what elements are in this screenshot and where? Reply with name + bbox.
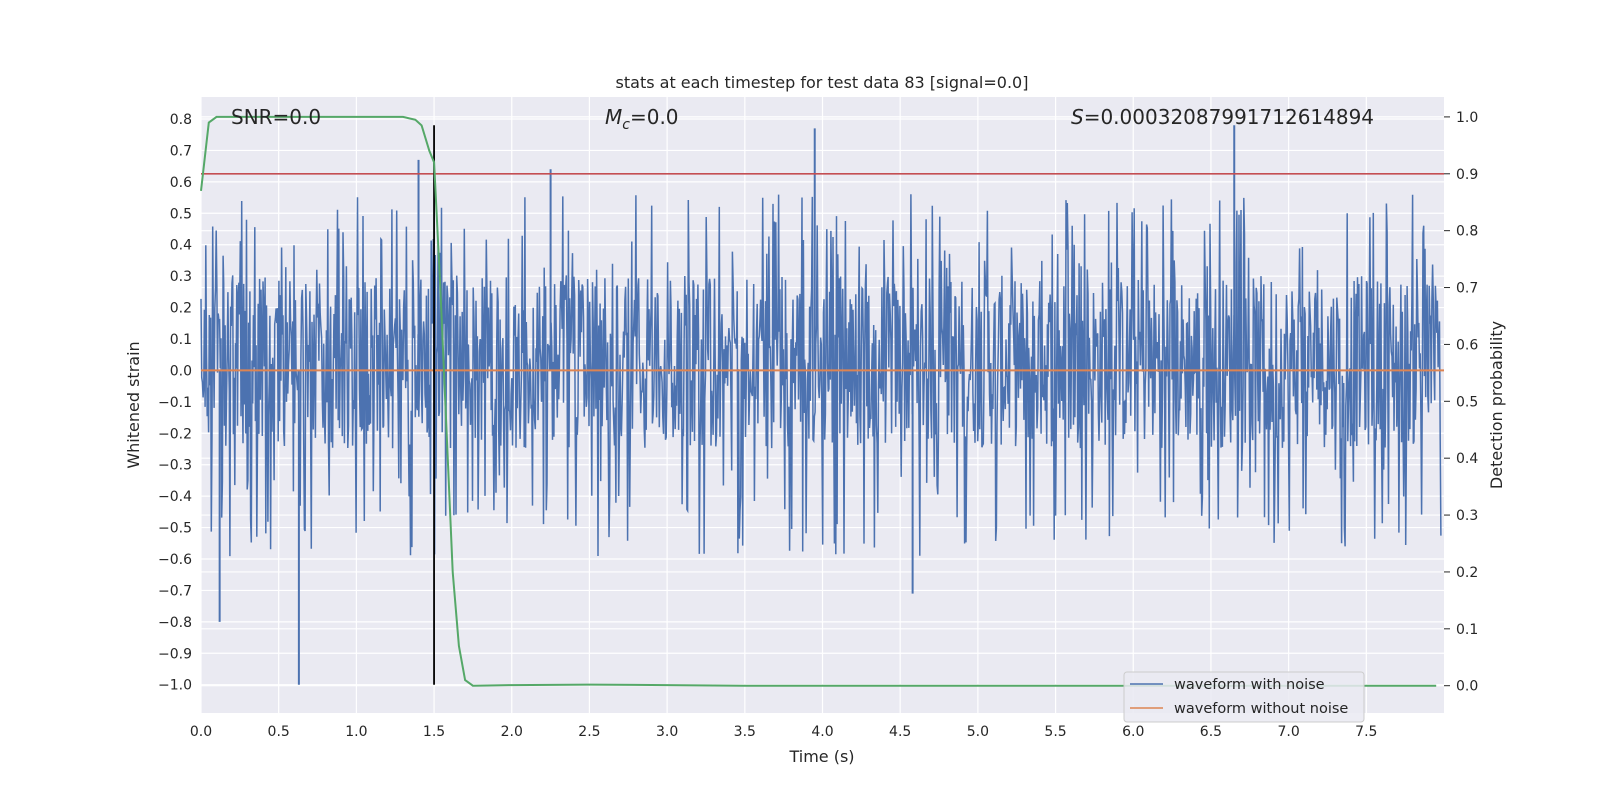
y-tick-label: 0.5 — [170, 206, 192, 222]
y-tick-label: −0.9 — [158, 646, 192, 662]
y2-axis-label: Detection probability — [1487, 321, 1506, 489]
x-tick-label: 2.5 — [578, 724, 600, 740]
x-tick-label: 1.5 — [423, 724, 445, 740]
y-tick-label: −0.7 — [158, 583, 192, 599]
y-tick-label: 0.6 — [170, 175, 192, 191]
y-tick-label: 0.7 — [170, 143, 192, 159]
x-tick-label: 0.0 — [190, 724, 212, 740]
x-tick-label: 2.0 — [501, 724, 523, 740]
chirp-mass-annotation: Mc=0.0 — [605, 105, 679, 133]
series-detection-probability — [200, 115, 1437, 687]
y-tick-label: 0.4 — [170, 238, 192, 254]
x-tick-label: 4.5 — [889, 724, 911, 740]
y-tick-label: 0.8 — [170, 112, 192, 128]
y-tick-labels: 0.8 0.7 0.6 0.5 0.4 0.3 0.2 0.1 0.0 −0.1 −0.2 −0.3 −… — [158, 112, 192, 694]
y-tick-label: 0.0 — [170, 363, 192, 379]
y-tick-label: −0.4 — [158, 489, 192, 505]
y2-tick-label: 0.8 — [1456, 224, 1478, 240]
s-symbol: S — [1071, 105, 1084, 129]
y-tick-label: −0.2 — [158, 426, 192, 442]
y-tick-label: −0.3 — [158, 458, 192, 474]
y2-tick-label: 0.2 — [1456, 565, 1478, 581]
x-tick-label: 4.0 — [811, 724, 833, 740]
y-tick-label: −0.5 — [158, 521, 192, 537]
legend-box — [1123, 671, 1365, 723]
y-axis-label: Whitened strain — [124, 341, 143, 468]
x-tick-label: 7.5 — [1355, 724, 1377, 740]
s-value: =0.00032087991712614894 — [1084, 105, 1374, 129]
s-annotation: S=0.00032087991712614894 — [1071, 105, 1374, 129]
x-tick-labels: 0.0 0.5 1.0 1.5 2.0 2.5 3.0 3.5 4.0 4.5 5.0 5.5 6.0 6… — [190, 724, 1378, 740]
x-tick-label: 0.5 — [268, 724, 290, 740]
snr-annotation: SNR=0.0 — [231, 105, 321, 129]
y2-tick-label: 0.4 — [1456, 451, 1478, 467]
y-tick-label: 0.1 — [170, 332, 192, 348]
y2-tick-label: 0.7 — [1456, 281, 1478, 297]
x-tick-label: 7.0 — [1277, 724, 1299, 740]
y-tick-label: −1.0 — [158, 678, 192, 694]
y2-tick-label: 0.6 — [1456, 337, 1478, 353]
legend: waveform with noise waveform without noi… — [1123, 671, 1365, 723]
y2-tick-label: 0.5 — [1456, 394, 1478, 410]
y-tick-label: 0.2 — [170, 301, 192, 317]
y2-tick-label: 1.0 — [1456, 110, 1478, 126]
legend-label-clean: waveform without noise — [1174, 701, 1348, 717]
y2-tick-label: 0.0 — [1456, 679, 1478, 695]
y2-tick-labels: 1.0 0.9 0.8 0.7 0.6 0.5 0.4 0.3 0.2 0.1 0.0 — [1444, 110, 1478, 695]
x-tick-label: 1.0 — [345, 724, 367, 740]
chirp-mass-value: =0.0 — [630, 105, 679, 129]
x-tick-label: 5.5 — [1044, 724, 1066, 740]
chart-title: stats at each timestep for test data 83 … — [616, 73, 1029, 92]
y-tick-label: −0.6 — [158, 552, 192, 568]
y-tick-label: 0.3 — [170, 269, 192, 285]
x-axis-label: Time (s) — [788, 747, 854, 766]
y2-tick-label: 0.9 — [1456, 167, 1478, 183]
data-layer — [200, 115, 1444, 687]
legend-label-noise: waveform with noise — [1174, 677, 1325, 693]
chirp-mass-subscript: c — [622, 117, 630, 133]
x-tick-label: 3.0 — [656, 724, 678, 740]
y2-tick-label: 0.1 — [1456, 622, 1478, 638]
y-tick-label: −0.8 — [158, 615, 192, 631]
y-tick-label: −0.1 — [158, 395, 192, 411]
x-tick-label: 3.5 — [734, 724, 756, 740]
chirp-mass-symbol: M — [605, 105, 622, 129]
x-tick-label: 6.5 — [1200, 724, 1222, 740]
x-tick-label: 6.0 — [1122, 724, 1144, 740]
y2-tick-label: 0.3 — [1456, 508, 1478, 524]
x-tick-label: 5.0 — [967, 724, 989, 740]
